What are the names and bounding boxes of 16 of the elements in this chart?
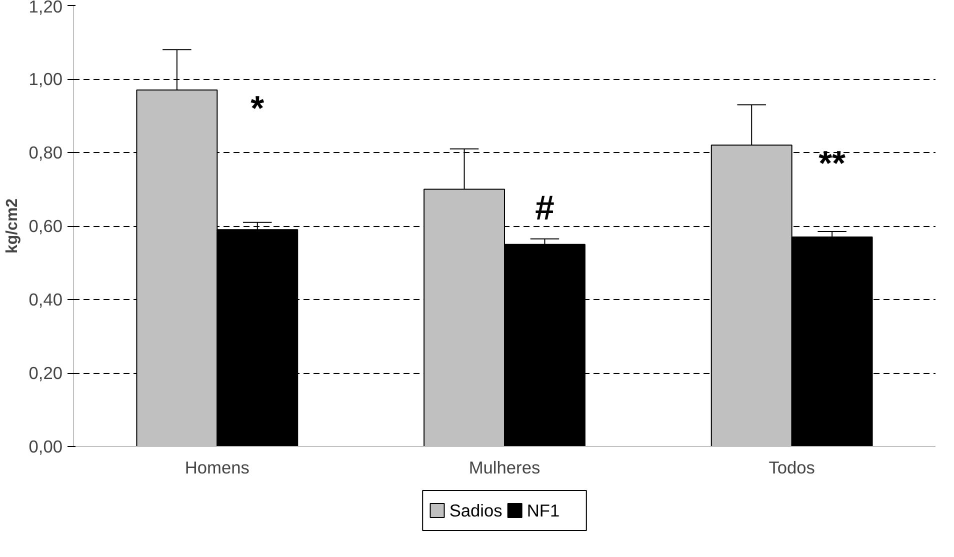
y-tick-label: 1,20 — [28, 0, 63, 16]
y-tick-label: 0,40 — [28, 290, 63, 310]
y-tick-label: 0,20 — [28, 363, 63, 383]
y-tick-label: 0,80 — [28, 142, 63, 162]
y-axis-title: kg/cm2 — [4, 198, 21, 254]
x-tick-label: Homens — [184, 458, 250, 478]
y-tick-label: 1,00 — [28, 69, 63, 89]
annotation: # — [535, 189, 554, 228]
y-tick-label: 0,60 — [28, 216, 63, 236]
annotation: * — [250, 90, 265, 128]
y-tick-label: 0,00 — [28, 436, 63, 456]
annotation: ** — [818, 145, 846, 184]
x-tick-label: Todos — [768, 458, 816, 478]
legend-label: NF1 — [526, 500, 560, 520]
x-tick-label: Mulheres — [468, 458, 540, 478]
legend-label: Sadios — [449, 500, 503, 520]
